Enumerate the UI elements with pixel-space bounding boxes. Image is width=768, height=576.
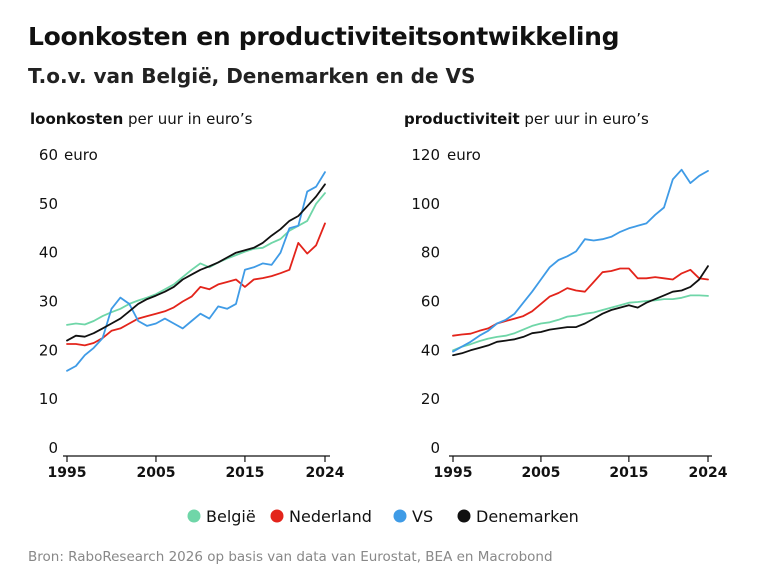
left-panel-title-rest: per uur in euro’s — [123, 110, 252, 128]
y-tick-label: 60 — [421, 293, 440, 311]
legend-label-vs: VS — [412, 507, 433, 526]
y-tick-label: 80 — [421, 244, 440, 262]
right-panel-title-rest: per uur in euro’s — [520, 110, 649, 128]
left-panel-title: loonkosten per uur in euro’s — [30, 110, 253, 128]
left-unit-label: euro — [64, 146, 98, 164]
series-line-vs — [66, 171, 326, 372]
y-tick-label: 40 — [39, 244, 58, 262]
y-tick-label: 20 — [39, 341, 58, 359]
series-line-denemarken — [66, 183, 326, 342]
legend-label-belgie: België — [206, 507, 256, 526]
series-line-denemarken — [452, 265, 709, 357]
y-tick-label: 30 — [39, 293, 58, 311]
x-tick-label: 1995 — [434, 465, 473, 481]
right-unit-label: euro — [447, 146, 481, 164]
right-panel-title-bold: productiviteit — [404, 110, 520, 128]
x-tick-label: 1995 — [48, 465, 87, 481]
charts-canvas: loonkosten per uur in euro’s productivit… — [30, 110, 728, 526]
series-line-vs — [452, 168, 709, 353]
legend: België Nederland VS Denemarken — [187, 507, 579, 526]
y-tick-label: 100 — [411, 195, 440, 213]
legend-swatch-belgie — [187, 509, 201, 523]
y-tick-label: 40 — [421, 341, 440, 359]
series-line-belgie — [452, 294, 709, 352]
y-tick-label: 60 — [39, 146, 58, 164]
x-tick-label: 2015 — [609, 465, 648, 481]
chart-subtitle: T.o.v. van België, Denemarken en de VS — [28, 64, 476, 88]
x-tick-label: 2005 — [521, 465, 560, 481]
y-tick-label: 0 — [48, 439, 58, 457]
series-line-nederland — [66, 222, 326, 347]
right-panel-title: productiviteit per uur in euro’s — [404, 110, 649, 128]
chart-title: Loonkosten en productiviteitsontwikkelin… — [28, 22, 620, 51]
series-line-belgie — [66, 192, 326, 326]
y-tick-label: 10 — [39, 390, 58, 408]
source-note: Bron: RaboResearch 2026 op basis van dat… — [28, 549, 553, 565]
productiviteit-panel: 0 20 40 60 80 100 120 1995 2005 2015 2024 — [411, 146, 727, 481]
y-tick-label: 120 — [411, 146, 440, 164]
legend-label-denemarken: Denemarken — [476, 507, 579, 526]
legend-swatch-vs — [393, 509, 407, 523]
legend-label-nederland: Nederland — [289, 507, 372, 526]
y-tick-label: 20 — [421, 390, 440, 408]
y-tick-label: 50 — [39, 195, 58, 213]
y-tick-label: 0 — [430, 439, 440, 457]
legend-swatch-nederland — [270, 509, 284, 523]
x-tick-label: 2024 — [689, 465, 728, 481]
x-tick-label: 2005 — [136, 465, 175, 481]
legend-swatch-denemarken — [457, 509, 471, 523]
left-panel-title-bold: loonkosten — [30, 110, 123, 128]
loonkosten-panel: 0 10 20 30 40 50 60 1995 2005 2015 2024 — [39, 146, 345, 481]
x-tick-label: 2024 — [306, 465, 345, 481]
x-tick-label: 2015 — [225, 465, 264, 481]
